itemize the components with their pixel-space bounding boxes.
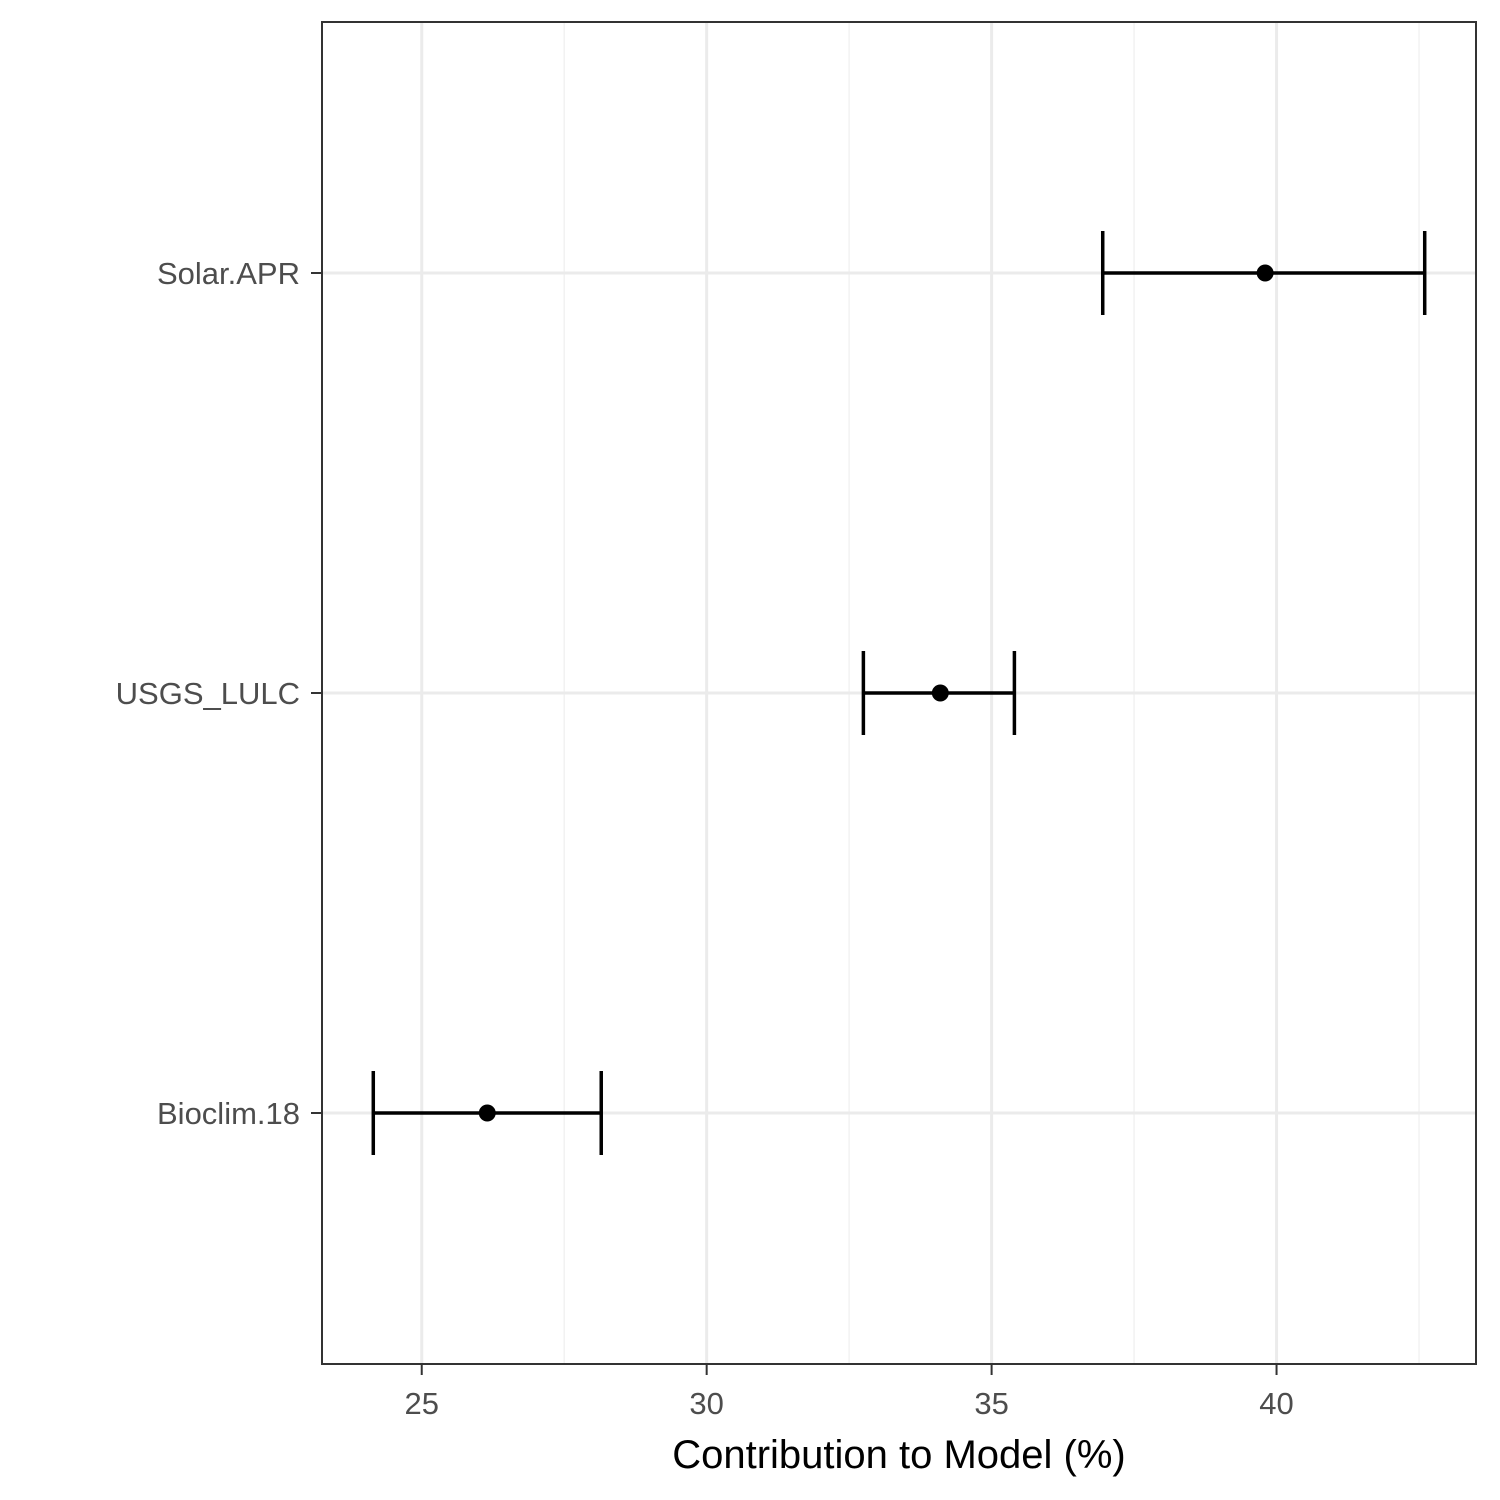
x-axis-title: Contribution to Model (%)	[672, 1433, 1126, 1477]
error-bars	[371, 231, 1427, 1155]
x-tick-label: 35	[974, 1386, 1008, 1421]
axes: Solar.APR USGS_LULC Bioclim.18 25 30 35 40	[116, 256, 1294, 1421]
error-bar-bioclim-18	[371, 1071, 603, 1155]
mean-point	[478, 1104, 496, 1122]
mean-point	[1256, 264, 1274, 282]
y-tick-label: Solar.APR	[157, 256, 300, 291]
error-bar-usgs-lulc	[861, 651, 1017, 735]
y-tick-label: Bioclim.18	[157, 1096, 300, 1131]
y-tick-label: USGS_LULC	[116, 676, 300, 711]
x-tick-label: 25	[404, 1386, 438, 1421]
x-tick-label: 30	[689, 1386, 723, 1421]
error-bar-solar-apr	[1100, 231, 1427, 315]
mean-point	[931, 684, 949, 702]
x-tick-label: 40	[1259, 1386, 1293, 1421]
